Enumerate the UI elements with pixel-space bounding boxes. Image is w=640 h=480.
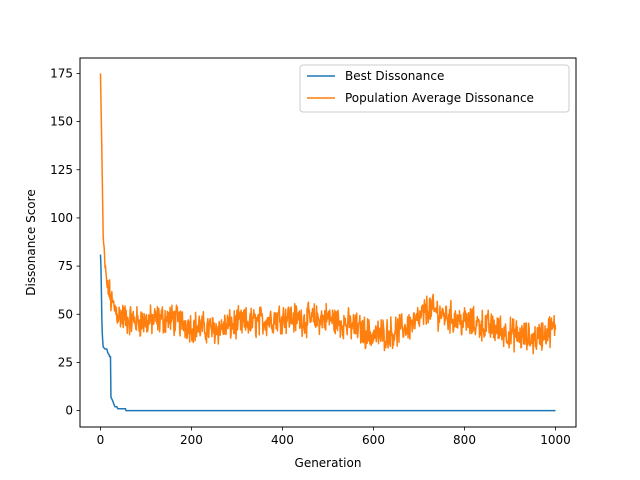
y-axis-ticks: 0 25 50 75 100 125 150 175	[50, 66, 80, 418]
x-axis-label: Generation	[295, 456, 362, 470]
x-tick-label: 0	[97, 433, 105, 447]
y-tick-label: 25	[58, 355, 73, 369]
y-tick-label: 100	[50, 211, 73, 225]
y-axis-label: Dissonance Score	[24, 189, 38, 295]
plot-lines	[99, 73, 557, 412]
y-tick-label: 175	[50, 66, 73, 80]
series-line-best-dissonance	[99, 254, 556, 412]
x-tick-label: 800	[453, 433, 476, 447]
legend: Best Dissonance Population Average Disso…	[299, 64, 570, 113]
y-tick-label: 50	[58, 307, 73, 321]
plot-frame	[79, 57, 577, 428]
x-tick-label: 200	[180, 433, 203, 447]
y-tick-label: 125	[50, 163, 73, 177]
x-tick-label: 1000	[540, 433, 571, 447]
x-tick-label: 400	[271, 433, 294, 447]
y-tick-label: 75	[58, 259, 73, 273]
legend-label-best: Best Dissonance	[345, 69, 444, 83]
legend-frame	[299, 64, 570, 113]
legend-label-population-average: Population Average Dissonance	[345, 91, 534, 105]
x-axis-ticks: 0 200 400 600 800 1000	[97, 427, 571, 447]
y-tick-label: 150	[50, 115, 73, 129]
x-tick-label: 600	[362, 433, 385, 447]
series-line-population-average-dissonance	[99, 73, 557, 355]
y-tick-label: 0	[65, 404, 73, 418]
